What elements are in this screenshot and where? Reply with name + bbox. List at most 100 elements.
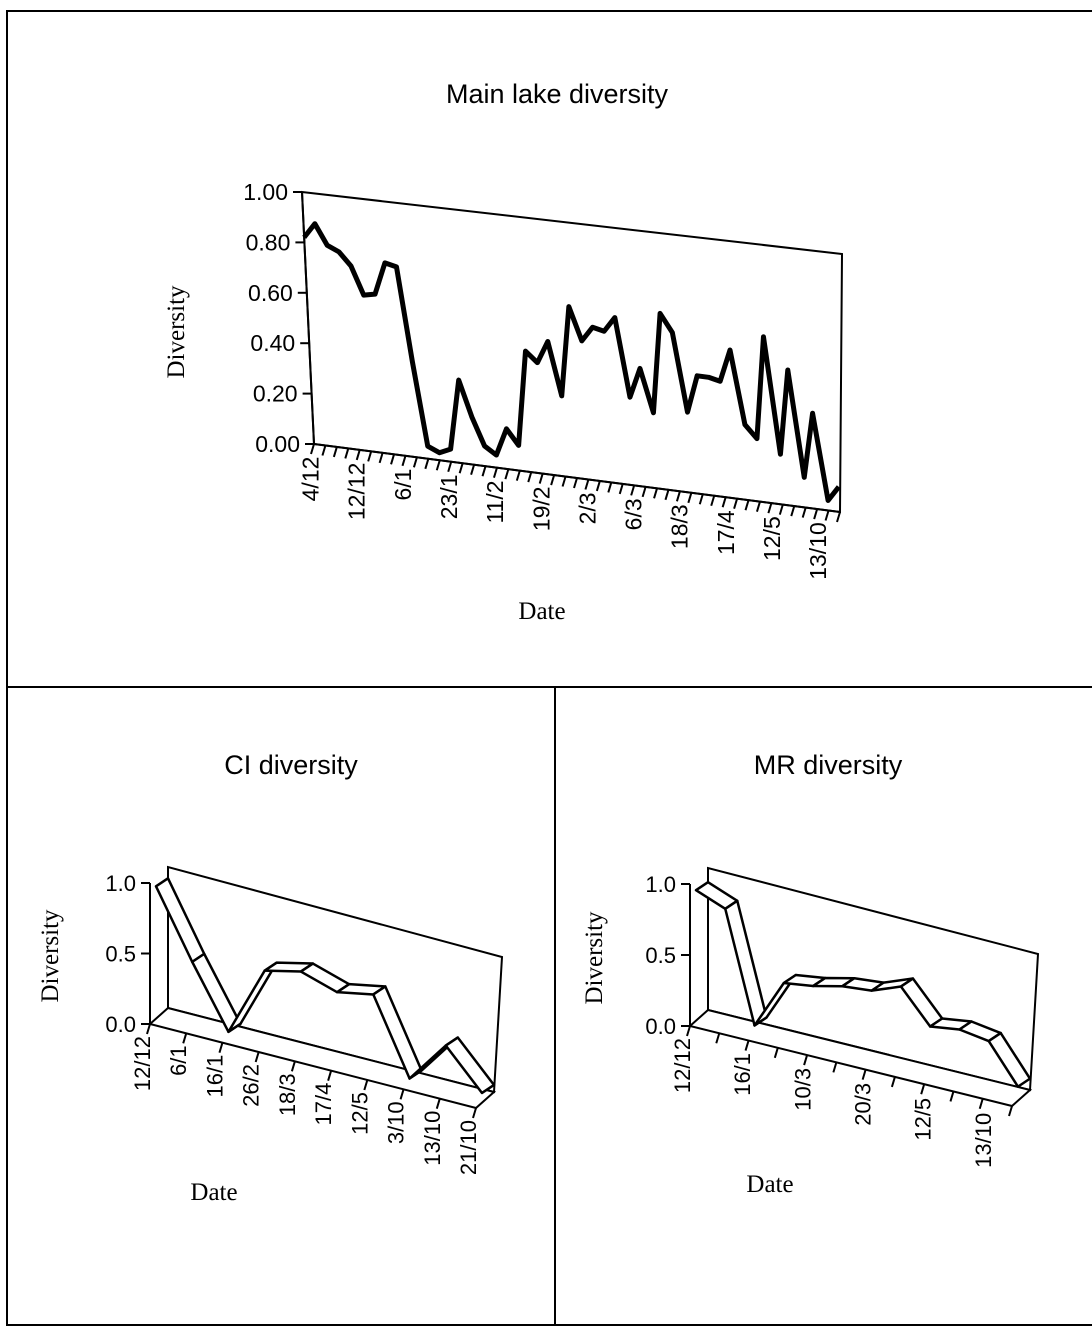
ci-chart: CI diversity Date Diversity 0.00.51.012/…	[8, 688, 558, 1328]
y-axis-label: Diversity	[37, 909, 64, 1003]
x-tick-label: 6/3	[621, 498, 647, 530]
x-tick-label: 13/10	[420, 1111, 445, 1166]
x-tick	[256, 1052, 259, 1062]
chart-title: MR diversity	[754, 750, 903, 780]
mr-chart: MR diversity Date Diversity 0.0 0.5 1.0 12/…	[556, 688, 1092, 1328]
x-tick	[757, 502, 760, 512]
x-tick-label: 12/12	[130, 1036, 155, 1091]
x-tick	[665, 490, 668, 500]
x-tick-label: 10/3	[790, 1068, 815, 1111]
x-tick	[585, 479, 588, 489]
x-tick	[414, 457, 417, 467]
x-tick-label: 26/2	[239, 1064, 264, 1107]
x-tick	[380, 453, 383, 463]
x-tick	[345, 448, 348, 458]
x-tick-label: 20/3	[851, 1083, 876, 1126]
y-tick-label: 1.00	[243, 179, 288, 205]
x-tick	[540, 474, 543, 484]
x-tick	[620, 484, 623, 494]
x-tick	[517, 471, 520, 481]
x-tick	[574, 478, 577, 488]
x-tick-label: 2/3	[574, 492, 600, 524]
x-tick	[437, 460, 440, 470]
x-tick-label: 3/10	[384, 1101, 409, 1144]
mr-panel: MR diversity Date Diversity 0.0 0.5 1.0 12/…	[554, 686, 1092, 1326]
x-tick-label: 16/1	[730, 1053, 755, 1096]
x-tick-label: 11/2	[482, 480, 508, 523]
x-tick-label: 6/1	[390, 469, 416, 501]
x-tick	[837, 512, 840, 522]
x-tick	[563, 477, 566, 487]
y-axis-label: Diversity	[581, 911, 608, 1005]
x-tick	[775, 1048, 778, 1058]
x-tick	[863, 1070, 866, 1080]
x-tick-label: 23/1	[436, 474, 462, 519]
x-tick	[448, 462, 451, 472]
y-tick-label: 0.60	[248, 280, 293, 306]
main-lake-chart: Main lake diversity Date Diversity 0.000…	[8, 12, 1092, 690]
x-tick	[654, 488, 657, 498]
x-tick	[734, 499, 737, 509]
x-tick-label: 17/4	[311, 1083, 336, 1126]
x-tick	[631, 485, 634, 495]
x-tick	[147, 1024, 150, 1034]
x-tick	[183, 1033, 186, 1043]
x-tick	[804, 1055, 807, 1065]
x-tick	[711, 496, 714, 506]
x-tick	[494, 468, 497, 478]
x-tick	[460, 463, 463, 473]
y-axis-label: Diversity	[163, 285, 190, 379]
y-tick-label: 0.0	[645, 1014, 676, 1039]
x-tick	[892, 1077, 895, 1087]
x-tick	[505, 469, 508, 479]
x-tick	[921, 1084, 924, 1094]
x-tick	[334, 447, 337, 457]
x-axis-label: Date	[518, 598, 565, 625]
x-tick	[473, 1108, 476, 1118]
x-tick	[437, 1099, 440, 1109]
x-tick-label: 18/3	[275, 1073, 300, 1116]
x-tick	[700, 494, 703, 504]
x-tick-label: 12/12	[670, 1038, 695, 1093]
x-tick	[826, 511, 829, 521]
x-tick	[551, 475, 554, 485]
x-tick	[1009, 1106, 1012, 1116]
x-tick	[391, 454, 394, 464]
x-tick	[688, 493, 691, 503]
y-tick-label: 0.0	[105, 1012, 136, 1037]
y-tick-label: 0.5	[645, 943, 676, 968]
x-tick	[803, 508, 806, 518]
x-tick-label: 13/10	[805, 522, 831, 580]
y-tick-label: 0.00	[255, 431, 300, 457]
x-tick	[980, 1099, 983, 1109]
x-tick	[687, 1026, 690, 1036]
x-tick	[768, 503, 771, 513]
x-tick	[401, 1089, 404, 1099]
y-tick-label: 0.40	[250, 330, 295, 356]
x-tick	[643, 487, 646, 497]
x-tick	[791, 506, 794, 516]
x-axis-label: Date	[746, 1171, 793, 1198]
x-tick-label: 17/4	[713, 510, 739, 555]
x-tick	[746, 500, 749, 510]
x-tick-label: 12/5	[347, 1092, 372, 1135]
y-tick-label: 1.0	[645, 872, 676, 897]
x-tick-label: 12/5	[911, 1098, 936, 1141]
x-tick	[677, 491, 680, 501]
x-tick	[471, 465, 474, 475]
x-tick-label: 12/12	[344, 463, 370, 521]
x-tick	[322, 445, 325, 455]
x-tick-label: 13/10	[971, 1113, 996, 1168]
x-tick	[368, 451, 371, 461]
x-tick	[950, 1091, 953, 1101]
x-tick-label: 6/1	[166, 1045, 191, 1076]
y-tick-label: 0.80	[246, 229, 291, 255]
x-tick	[219, 1043, 222, 1053]
y-tick-label: 1.0	[105, 871, 136, 896]
y-tick-label: 0.5	[105, 942, 136, 967]
x-tick	[328, 1071, 331, 1081]
x-tick	[311, 444, 314, 454]
x-axis-label: Date	[190, 1179, 237, 1206]
